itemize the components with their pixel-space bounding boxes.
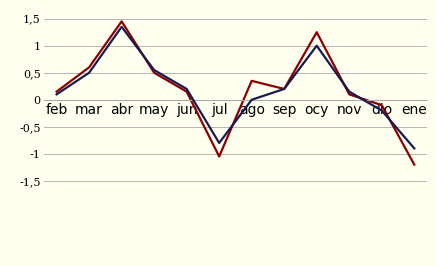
España <box>412 147 417 150</box>
España <box>54 93 59 96</box>
España <box>347 90 352 93</box>
España <box>249 98 254 101</box>
Región de Murcia <box>379 103 385 107</box>
Región de Murcia <box>119 20 124 23</box>
Región de Murcia <box>249 79 254 82</box>
España <box>152 68 157 72</box>
Región de Murcia <box>152 71 157 74</box>
Región de Murcia <box>184 90 189 93</box>
España <box>379 109 385 112</box>
Región de Murcia <box>86 66 92 69</box>
Line: España: España <box>57 27 414 148</box>
Región de Murcia <box>347 93 352 96</box>
España <box>314 44 319 47</box>
España <box>184 87 189 90</box>
Región de Murcia <box>217 155 222 158</box>
España <box>217 142 222 145</box>
Región de Murcia <box>282 87 287 90</box>
Región de Murcia <box>54 90 59 93</box>
Line: Región de Murcia: Región de Murcia <box>57 21 414 165</box>
Región de Murcia <box>412 163 417 166</box>
España <box>86 71 92 74</box>
Región de Murcia <box>314 31 319 34</box>
España <box>119 25 124 28</box>
España <box>282 87 287 90</box>
